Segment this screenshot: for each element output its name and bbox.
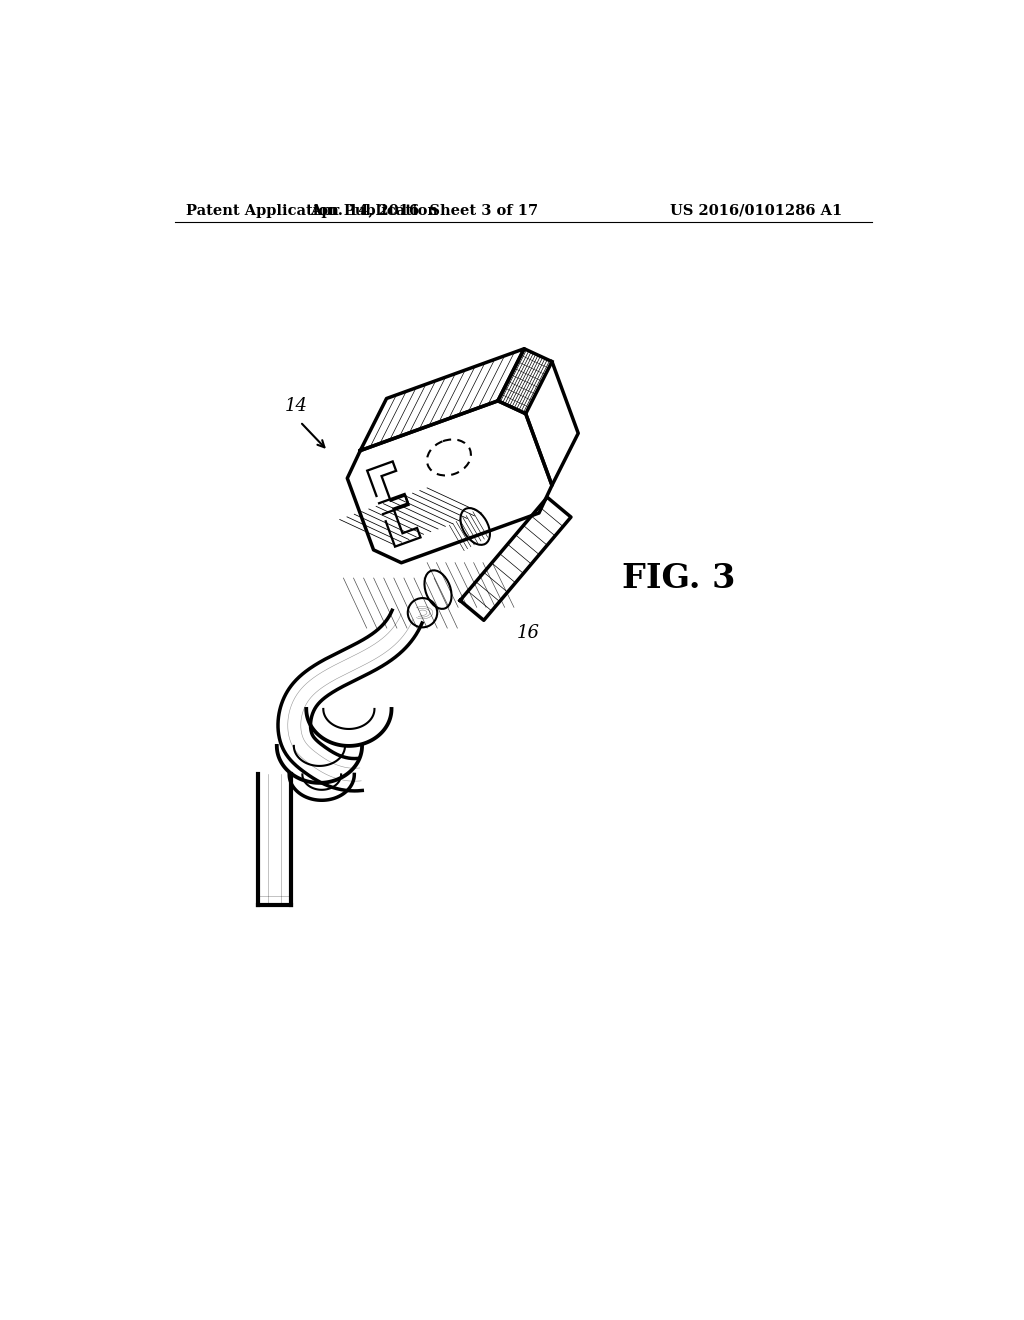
Text: 16: 16 [517, 624, 540, 643]
Text: FIG. 3: FIG. 3 [623, 561, 736, 594]
Text: Patent Application Publication: Patent Application Publication [186, 203, 438, 218]
Text: 14: 14 [285, 397, 307, 416]
Text: Apr. 14, 2016  Sheet 3 of 17: Apr. 14, 2016 Sheet 3 of 17 [310, 203, 539, 218]
Text: US 2016/0101286 A1: US 2016/0101286 A1 [671, 203, 843, 218]
